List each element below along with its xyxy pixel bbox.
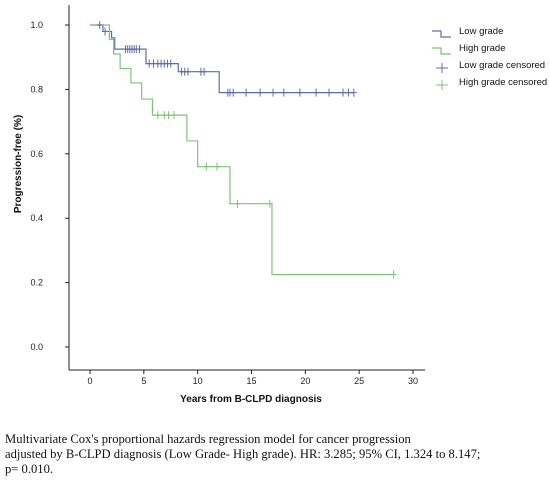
legend-swatch-1 [432, 47, 451, 55]
x-tick-label: 5 [141, 376, 146, 386]
y-tick-label: 1.0 [30, 20, 43, 30]
legend-swatch-2 [436, 63, 448, 73]
censor-mark [201, 67, 208, 76]
censor-mark [230, 88, 237, 97]
censor-mark [313, 88, 320, 97]
censor-mark [170, 111, 177, 120]
censor-mark [345, 88, 352, 97]
censor-mark [234, 199, 241, 208]
caption-line-1: Multivariate Cox's proportional hazards … [5, 432, 411, 446]
censor-mark [296, 88, 303, 97]
censor-mark [203, 162, 210, 171]
axes [68, 5, 425, 371]
x-tick-label: 0 [87, 376, 92, 386]
legend-label-3: High grade censored [459, 77, 547, 88]
y-axis-title: Progression-free (%) [13, 115, 24, 213]
censor-mark [167, 59, 174, 68]
legend-label-0: Low grade [459, 26, 503, 37]
censor-mark [350, 88, 357, 97]
x-tick-label: 25 [354, 376, 364, 386]
x-tick-label: 10 [193, 376, 203, 386]
censor-mark [270, 88, 277, 97]
censor-mark [214, 162, 221, 171]
y-tick-label: 0.0 [30, 342, 43, 352]
y-tick-label: 0.4 [30, 213, 43, 223]
plot-series [90, 21, 397, 279]
survival-chart: 0.0 0.2 0.4 0.6 0.8 1.0 0 5 10 15 20 25 30 Progress… [13, 5, 547, 405]
y-tick-label: 0.8 [30, 84, 43, 94]
y-axis-ticks: 0.0 0.2 0.4 0.6 0.8 1.0 [30, 20, 69, 352]
censor-mark [280, 88, 287, 97]
figure-caption: Multivariate Cox's proportional hazards … [5, 432, 545, 477]
series-line-1 [90, 24, 394, 276]
legend-swatch-0 [432, 30, 451, 38]
legend-label-1: High grade [459, 43, 505, 54]
y-tick-label: 0.2 [30, 278, 43, 288]
x-axis-ticks: 0 5 10 15 20 25 30 [87, 370, 418, 386]
caption-line-3: p= 0.010. [5, 462, 54, 476]
censor-mark [390, 270, 397, 279]
legend: Low grade High grade Low grade censored Hig… [432, 26, 547, 90]
censor-mark [154, 111, 161, 120]
censor-mark [96, 21, 103, 29]
series-line-0 [90, 24, 354, 94]
y-tick-label: 0.6 [30, 149, 43, 159]
x-tick-label: 30 [408, 376, 418, 386]
legend-swatch-3 [436, 80, 448, 90]
censor-mark [326, 88, 333, 97]
censor-mark [340, 88, 347, 97]
censor-mark [243, 88, 250, 97]
caption-line-2: adjusted by B-CLPD diagnosis (Low Grade-… [5, 447, 481, 461]
censor-mark [165, 111, 172, 120]
censor-mark [136, 45, 143, 54]
censor-mark [102, 27, 109, 36]
x-tick-label: 20 [300, 376, 310, 386]
legend-label-2: Low grade censored [459, 60, 545, 71]
x-axis-title: Years from B-CLPD diagnosis [180, 394, 322, 405]
censor-mark [184, 67, 191, 76]
x-tick-label: 15 [246, 376, 256, 386]
censor-mark [257, 88, 264, 97]
censor-mark [266, 199, 273, 208]
